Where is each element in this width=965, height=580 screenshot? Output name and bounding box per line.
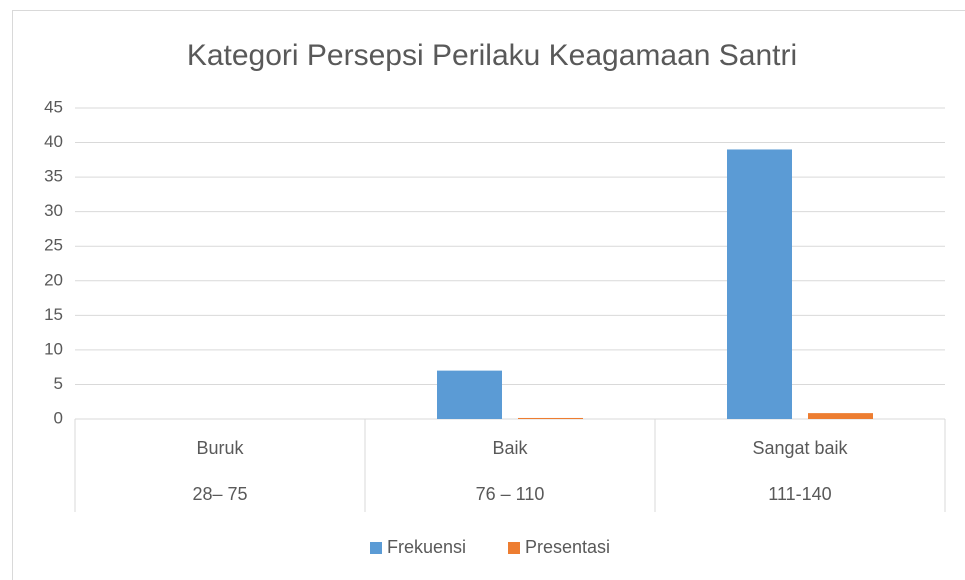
y-tick-label: 45 (44, 97, 63, 116)
chart-border (12, 10, 965, 580)
y-tick-label: 30 (44, 201, 63, 220)
y-tick-label: 20 (44, 270, 63, 289)
x-tick-sublabel: 111-140 (768, 484, 831, 504)
y-tick-label: 10 (44, 339, 63, 358)
x-tick-label: Buruk (196, 438, 244, 458)
y-tick-label: 15 (44, 305, 63, 324)
legend-label: Presentasi (525, 537, 610, 557)
x-tick-label: Baik (492, 438, 528, 458)
y-tick-label: 0 (54, 408, 63, 427)
x-tick-label: Sangat baik (752, 438, 848, 458)
bar (437, 370, 502, 419)
chart-title: Kategori Persepsi Perilaku Keagamaan San… (187, 39, 797, 72)
y-tick-label: 5 (54, 374, 63, 393)
bar (518, 417, 583, 419)
bar (808, 413, 873, 419)
legend-swatch (508, 542, 520, 554)
y-tick-label: 25 (44, 236, 63, 255)
x-tick-sublabel: 28– 75 (192, 484, 247, 504)
legend-label: Frekuensi (387, 537, 466, 557)
y-tick-label: 35 (44, 167, 63, 186)
x-tick-sublabel: 76 – 110 (476, 484, 545, 504)
y-tick-label: 40 (44, 132, 63, 151)
legend-swatch (370, 542, 382, 554)
bar (727, 149, 792, 419)
